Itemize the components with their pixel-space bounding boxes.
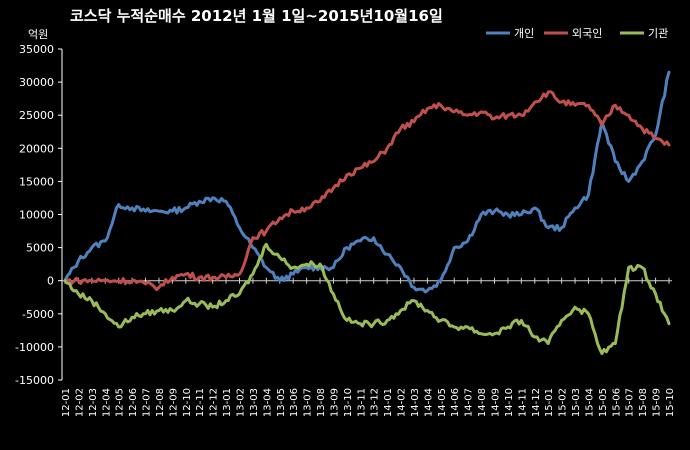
x-tick-label: 13-10 — [343, 388, 354, 417]
x-tick-label: 12-08 — [155, 388, 166, 417]
x-tick-label: 12-03 — [88, 388, 99, 417]
x-tick-label: 12-01 — [61, 388, 72, 417]
legend-label-2: 외국인 — [572, 27, 602, 40]
legend-label-1: 개인 — [514, 27, 534, 40]
y-tick-label: 30000 — [19, 76, 54, 89]
x-tick-label: 14-06 — [450, 388, 461, 417]
y-tick-label: 20000 — [19, 142, 54, 155]
x-tick-label: 13-09 — [329, 388, 340, 417]
x-tick-label: 14-07 — [464, 388, 475, 417]
x-tick-label: 12-02 — [74, 388, 85, 417]
x-tick-label: 12-04 — [101, 388, 112, 417]
x-tick-label: 13-04 — [262, 388, 273, 417]
x-tick-label: 12-06 — [128, 388, 139, 417]
x-tick-label: 13-05 — [276, 388, 287, 417]
y-tick-label: 0 — [47, 275, 54, 288]
x-tick-label: 13-06 — [289, 388, 300, 417]
x-tick-label: 13-11 — [356, 388, 367, 417]
x-tick-label: 15-08 — [638, 388, 649, 417]
x-tick-label: 14-10 — [504, 388, 515, 417]
y-tick-label: 10000 — [19, 209, 54, 222]
series-group — [63, 70, 671, 355]
series-line-1 — [63, 70, 671, 294]
x-tick-label: 12-09 — [168, 388, 179, 417]
x-tick-label: 13-08 — [316, 388, 327, 417]
y-axis-unit-label: 억원 — [28, 28, 48, 41]
y-tick-label: 35000 — [19, 43, 54, 56]
y-tick-label: 5000 — [26, 242, 54, 255]
y-axis: 35000 30000 25000 20000 15000 10000 5000 0 -5000… — [15, 43, 63, 387]
x-tick-label: 15-09 — [652, 388, 663, 417]
x-tick-label: 14-02 — [397, 388, 408, 417]
y-tick-label: -15000 — [15, 374, 54, 387]
x-tick-label: 15-07 — [625, 388, 636, 417]
x-tick-label: 15-04 — [584, 388, 595, 417]
x-tick-label: 14-03 — [410, 388, 421, 417]
y-tick-label: -10000 — [15, 341, 54, 354]
y-tick-label: 25000 — [19, 109, 54, 122]
x-tick-label: 13-01 — [222, 388, 233, 417]
x-tick-label: 14-09 — [491, 388, 502, 417]
x-tick-label: 12-10 — [182, 388, 193, 417]
x-tick-label: 12-07 — [142, 388, 153, 417]
legend-label-3: 기관 — [648, 27, 668, 40]
x-tick-label: 12-05 — [115, 388, 126, 417]
x-tick-label: 12-11 — [195, 388, 206, 417]
x-tick-label: 15-03 — [571, 388, 582, 417]
x-tick-label: 15-02 — [558, 388, 569, 417]
x-tick-label: 13-07 — [303, 388, 314, 417]
chart-title: 코스닥 누적순매수 2012년 1월 1일~2015년10월16일 — [70, 7, 443, 25]
x-tick-label: 14-08 — [477, 388, 488, 417]
x-axis: 12-01 12-02 12-03 12-04 12-05 12-06 12-07 12-08… — [61, 388, 676, 417]
x-tick-label: 15-01 — [544, 388, 555, 417]
x-tick-label: 13-02 — [235, 388, 246, 417]
x-tick-label: 15-06 — [611, 388, 622, 417]
x-tick-label: 14-12 — [531, 388, 542, 417]
series-line-3 — [63, 242, 671, 355]
legend: 개인 외국인 기관 — [486, 27, 668, 40]
y-tick-label: -5000 — [22, 308, 54, 321]
x-tick-label: 13-12 — [370, 388, 381, 417]
x-tick-label: 12-12 — [209, 388, 220, 417]
x-tick-label: 13-03 — [249, 388, 260, 417]
series-line-2 — [63, 90, 671, 292]
x-tick-label: 14-04 — [423, 388, 434, 417]
x-tick-label: 15-10 — [665, 388, 676, 417]
x-tick-label: 14-01 — [383, 388, 394, 417]
x-tick-label: 15-05 — [598, 388, 609, 417]
x-tick-label: 14-05 — [437, 388, 448, 417]
x-tick-label: 14-11 — [517, 388, 528, 417]
y-tick-label: 15000 — [19, 175, 54, 188]
